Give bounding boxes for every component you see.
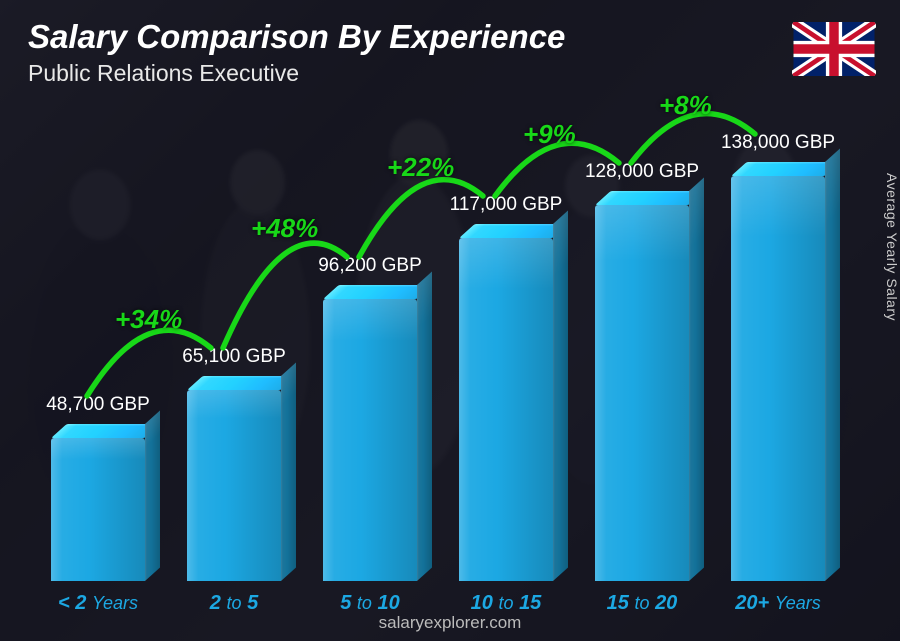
bar <box>323 299 417 581</box>
bar <box>731 176 825 581</box>
bar-category-label: < 2 Years <box>30 592 166 615</box>
bar-value-label: 138,000 GBP <box>721 132 835 154</box>
bar-value-label: 65,100 GBP <box>182 346 286 368</box>
bar-value-label: 48,700 GBP <box>46 394 150 416</box>
bar-category-label: 2 to 5 <box>166 592 302 615</box>
bar-chart: 48,700 GBP< 2 Years65,100 GBP2 to 596,20… <box>30 100 850 581</box>
y-axis-label: Average Yearly Salary <box>884 173 900 321</box>
chart-subtitle: Public Relations Executive <box>28 60 299 87</box>
bar-group: 48,700 GBP< 2 Years <box>30 394 166 581</box>
bar-group: 65,100 GBP2 to 5 <box>166 346 302 581</box>
bar <box>595 205 689 581</box>
bar-value-label: 96,200 GBP <box>318 255 422 277</box>
bar-category-label: 5 to 10 <box>302 592 438 615</box>
bar <box>51 438 145 581</box>
chart-title: Salary Comparison By Experience <box>28 18 565 56</box>
footer-attribution: salaryexplorer.com <box>0 613 900 633</box>
bar-group: 117,000 GBP10 to 15 <box>438 194 574 581</box>
bar-category-label: 20+ Years <box>710 592 846 615</box>
bar-category-label: 15 to 20 <box>574 592 710 615</box>
increment-label: +34% <box>115 304 182 335</box>
bar-group: 128,000 GBP15 to 20 <box>574 161 710 581</box>
bar <box>459 238 553 581</box>
increment-label: +8% <box>659 90 712 121</box>
bar-category-label: 10 to 15 <box>438 592 574 615</box>
bar <box>187 390 281 581</box>
bar-group: 138,000 GBP20+ Years <box>710 132 846 581</box>
increment-label: +9% <box>523 119 576 150</box>
uk-flag-icon <box>792 22 876 76</box>
increment-label: +48% <box>251 213 318 244</box>
bar-group: 96,200 GBP5 to 10 <box>302 255 438 581</box>
bar-value-label: 128,000 GBP <box>585 161 699 183</box>
increment-label: +22% <box>387 152 454 183</box>
bar-value-label: 117,000 GBP <box>450 194 563 216</box>
